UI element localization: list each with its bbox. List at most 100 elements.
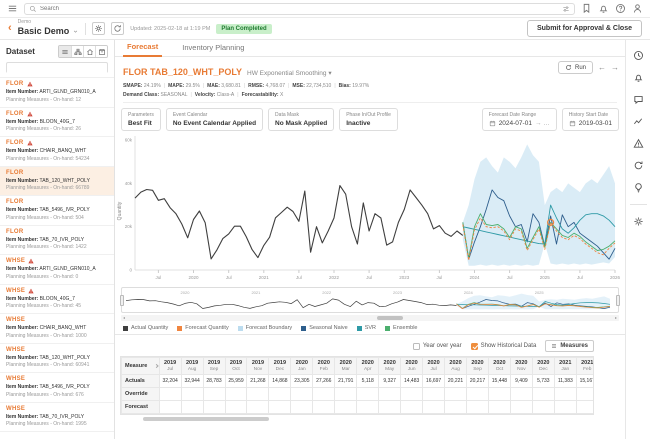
table-cell[interactable]: 21,791: [335, 375, 357, 388]
column-header[interactable]: 2019Aug: [181, 358, 203, 375]
list-item[interactable]: WHSEItem Number: BLOON_40G_7Planning Mea…: [0, 285, 114, 315]
forecast-date-range-card[interactable]: Forecast Date Range2024-07-01→ …: [482, 108, 557, 131]
list-item[interactable]: FLORItem Number: TAB_5496_IVR_POLYPlanni…: [0, 196, 114, 226]
checkbox-icon[interactable]: [413, 343, 420, 350]
show-historical-checkbox[interactable]: Show Historical Data: [471, 343, 537, 350]
column-header[interactable]: 2020Jun: [401, 358, 423, 375]
column-header[interactable]: 2020Apr: [357, 358, 379, 375]
column-header[interactable]: 2021Feb: [576, 358, 594, 375]
table-cell[interactable]: [269, 401, 291, 414]
table-cell[interactable]: [313, 388, 335, 401]
table-cell[interactable]: [159, 401, 181, 414]
table-cell[interactable]: 9,327: [379, 375, 401, 388]
plan-title-dropdown[interactable]: Basic Demo: [18, 26, 80, 36]
column-header[interactable]: 2020Dec: [532, 358, 554, 375]
table-cell[interactable]: [247, 401, 269, 414]
list-item[interactable]: WHSEItem Number: TAB_5496_IVR_POLYPlanni…: [0, 373, 114, 403]
table-cell[interactable]: [335, 388, 357, 401]
table-cell[interactable]: [554, 388, 576, 401]
table-cell[interactable]: [291, 388, 313, 401]
table-cell[interactable]: 28,783: [203, 375, 225, 388]
trend-chart-icon[interactable]: [633, 116, 644, 127]
list-item[interactable]: WHSEItem Number: CHAIR_BANQ_WHTPlanning …: [0, 314, 114, 344]
table-cell[interactable]: 25,959: [225, 375, 247, 388]
table-cell[interactable]: [510, 388, 532, 401]
table-cell[interactable]: 15,448: [488, 375, 510, 388]
table-cell[interactable]: [467, 388, 489, 401]
chart-navigator[interactable]: 202020212022202320242025: [121, 287, 619, 313]
expand-column-icon[interactable]: [154, 364, 158, 368]
table-cell[interactable]: [532, 388, 554, 401]
insights-bulb-icon[interactable]: [633, 182, 644, 193]
table-cell[interactable]: 21,268: [247, 375, 269, 388]
column-header[interactable]: 2019Nov: [247, 358, 269, 375]
column-header[interactable]: 2020Jul: [423, 358, 445, 375]
table-cell[interactable]: 11,383: [554, 375, 576, 388]
data-mask-card[interactable]: Data MaskNo Mask Applied: [268, 108, 334, 131]
table-cell[interactable]: 20,217: [467, 375, 489, 388]
bookmark-icon[interactable]: [581, 3, 592, 14]
column-header[interactable]: 2020May: [379, 358, 401, 375]
column-header[interactable]: 2020Mar: [335, 358, 357, 375]
legend-item[interactable]: Ensemble: [385, 325, 417, 331]
legend-item[interactable]: Forecast Boundary: [238, 325, 292, 331]
table-cell[interactable]: [225, 401, 247, 414]
table-cell[interactable]: [379, 401, 401, 414]
sync-icon[interactable]: [633, 160, 644, 171]
table-cell[interactable]: [159, 388, 181, 401]
table-cell[interactable]: [203, 401, 225, 414]
legend-item[interactable]: SVR: [357, 325, 376, 331]
table-cell[interactable]: [445, 401, 467, 414]
table-cell[interactable]: [203, 388, 225, 401]
table-cell[interactable]: [269, 388, 291, 401]
warnings-icon[interactable]: [633, 138, 644, 149]
hamburger-menu-icon[interactable]: [7, 3, 18, 14]
table-cell[interactable]: [401, 401, 423, 414]
alerts-bell-icon[interactable]: [633, 72, 644, 83]
legend-item[interactable]: Actual Quantity: [123, 325, 168, 331]
plan-settings-button[interactable]: [92, 22, 105, 35]
table-cell[interactable]: 9,409: [510, 375, 532, 388]
list-view-icon[interactable]: [59, 46, 71, 57]
chart-scrollbar[interactable]: ◂ ▸: [121, 315, 619, 321]
tab-inventory-planning[interactable]: Inventory Planning: [178, 43, 248, 56]
table-cell[interactable]: [401, 388, 423, 401]
column-header[interactable]: 2019Sep: [203, 358, 225, 375]
table-cell[interactable]: [335, 401, 357, 414]
table-cell[interactable]: 15,167: [576, 375, 594, 388]
column-header[interactable]: 2020Feb: [313, 358, 335, 375]
help-icon[interactable]: [615, 3, 626, 14]
user-avatar-icon[interactable]: [632, 3, 643, 14]
table-cell[interactable]: 23,305: [291, 375, 313, 388]
history-start-date-card[interactable]: History Start Date2019-03-01: [562, 108, 619, 131]
table-cell[interactable]: [488, 401, 510, 414]
list-item[interactable]: WHSEItem Number: TAB_120_WHT_POLYPlannin…: [0, 344, 114, 374]
notifications-bell-icon[interactable]: [598, 3, 609, 14]
table-cell[interactable]: 20,221: [445, 375, 467, 388]
table-cell[interactable]: [467, 401, 489, 414]
table-cell[interactable]: [423, 401, 445, 414]
search-filter-icon[interactable]: [562, 5, 570, 13]
parameters-card[interactable]: ParametersBest Fit: [121, 108, 161, 131]
list-item[interactable]: FLORItem Number: TAB_70_IVR_POLYPlanning…: [0, 226, 114, 256]
table-scrollbar-thumb[interactable]: [143, 417, 269, 421]
table-cell[interactable]: [225, 388, 247, 401]
table-cell[interactable]: [313, 401, 335, 414]
prev-item-arrow-icon[interactable]: ←: [598, 64, 606, 72]
history-clock-icon[interactable]: [633, 50, 644, 61]
table-cell[interactable]: 32,944: [181, 375, 203, 388]
location-view-icon[interactable]: [83, 46, 95, 57]
tab-forecast[interactable]: Forecast: [123, 42, 162, 57]
legend-item[interactable]: Forecast Quantity: [177, 325, 228, 331]
plan-refresh-button[interactable]: [111, 22, 124, 35]
run-button[interactable]: Run: [558, 61, 593, 74]
comments-icon[interactable]: [633, 94, 644, 105]
table-cell[interactable]: [445, 388, 467, 401]
table-cell[interactable]: 16,697: [423, 375, 445, 388]
table-cell[interactable]: [379, 388, 401, 401]
submit-approval-button[interactable]: Submit for Approval & Close: [527, 20, 642, 37]
phase-profile-card[interactable]: Phase In/Out ProfileInactive: [339, 108, 398, 131]
search-input[interactable]: [40, 6, 559, 12]
table-cell[interactable]: [532, 401, 554, 414]
next-item-arrow-icon[interactable]: →: [611, 64, 619, 72]
